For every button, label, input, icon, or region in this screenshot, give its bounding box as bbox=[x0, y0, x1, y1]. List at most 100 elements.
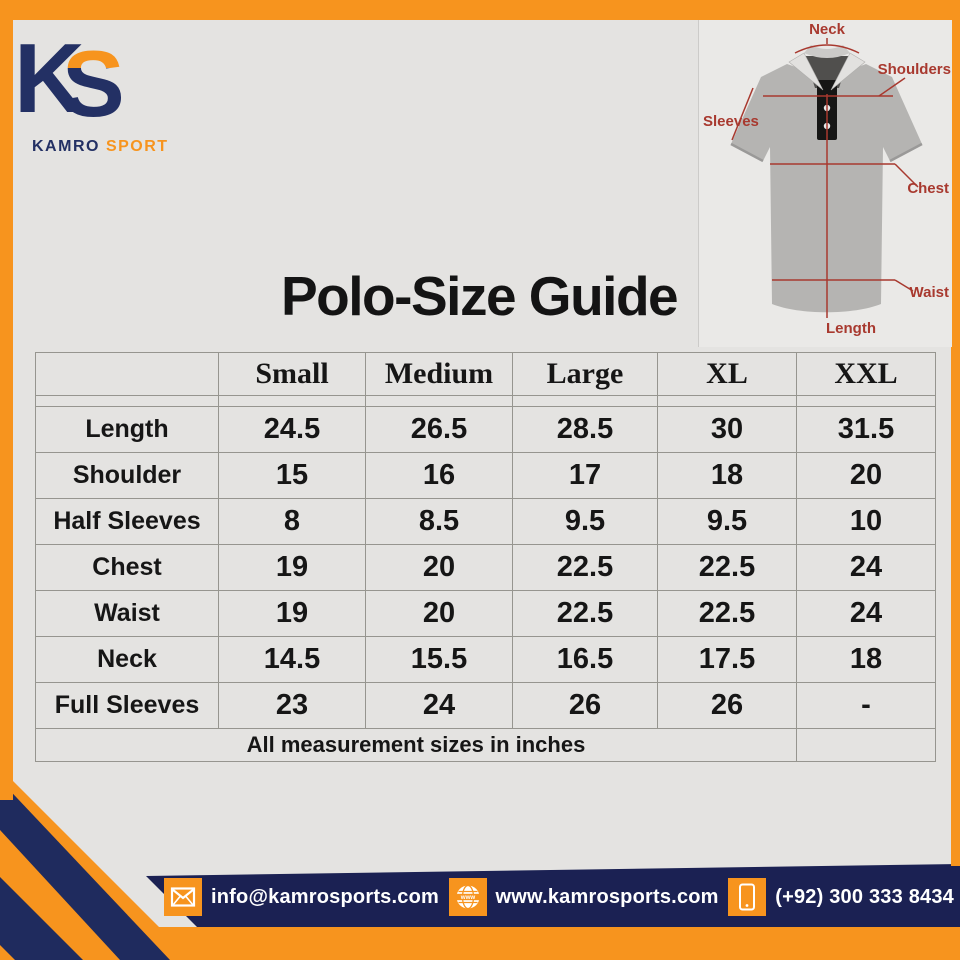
size-value: 8 bbox=[218, 498, 366, 545]
monogram-s-top: S bbox=[62, 31, 125, 130]
monogram-s-bottom: S bbox=[62, 31, 125, 130]
size-value: 24 bbox=[796, 544, 936, 591]
row-label: Half Sleeves bbox=[35, 498, 219, 545]
size-value: 22.5 bbox=[512, 590, 658, 637]
corner-orange-wedge bbox=[0, 768, 192, 960]
column-header-medium: Medium bbox=[365, 352, 513, 396]
top-border bbox=[0, 0, 960, 20]
footer-bar: info@kamrosports.com www www.kamrosports… bbox=[150, 868, 954, 926]
shoulders-connector bbox=[878, 77, 906, 97]
monogram-k: K bbox=[14, 23, 85, 130]
size-value: 20 bbox=[365, 544, 513, 591]
label-length: Length bbox=[826, 320, 876, 337]
size-value: 18 bbox=[796, 636, 936, 683]
left-sleeve-hem bbox=[730, 142, 764, 163]
size-value: 22.5 bbox=[657, 544, 797, 591]
size-value: 19 bbox=[218, 590, 366, 637]
collar-right bbox=[830, 52, 866, 91]
size-value: 30 bbox=[657, 406, 797, 453]
email-icon bbox=[164, 878, 202, 916]
size-value: 20 bbox=[796, 452, 936, 499]
size-value: 24.5 bbox=[218, 406, 366, 453]
size-value: 17.5 bbox=[657, 636, 797, 683]
size-value: 28.5 bbox=[512, 406, 658, 453]
collar-left bbox=[788, 52, 824, 91]
brand-name: KAMRO SPORT bbox=[32, 138, 169, 156]
size-value: 15.5 bbox=[365, 636, 513, 683]
spacer-row bbox=[35, 395, 936, 407]
phone-icon bbox=[728, 878, 767, 916]
size-value: 26.5 bbox=[365, 406, 513, 453]
size-value: 17 bbox=[512, 452, 658, 499]
brand-name-secondary: SPORT bbox=[105, 138, 169, 155]
website-text: www.kamrosports.com bbox=[495, 885, 719, 908]
size-value: 8.5 bbox=[365, 498, 513, 545]
right-border bbox=[951, 20, 960, 866]
row-label: Shoulder bbox=[35, 452, 219, 499]
column-header-small: Small bbox=[218, 352, 366, 396]
page-title: Polo-Size Guide bbox=[281, 265, 679, 327]
brand-logo: K S S KAMRO SPORT bbox=[14, 22, 184, 155]
row-label: Neck bbox=[35, 636, 219, 683]
table-row-waist: Waist 19 20 22.5 22.5 24 bbox=[35, 590, 936, 637]
size-value: 10 bbox=[796, 498, 936, 545]
brand-name-primary: KAMRO bbox=[32, 138, 100, 155]
table-row-shoulder: Shoulder 15 16 17 18 20 bbox=[35, 452, 936, 499]
collar-back bbox=[804, 45, 850, 58]
row-label: Length bbox=[35, 406, 219, 453]
size-value: 15 bbox=[218, 452, 366, 499]
size-value: 24 bbox=[365, 682, 513, 729]
label-chest: Chest bbox=[907, 180, 949, 197]
size-value: 9.5 bbox=[657, 498, 797, 545]
header-row: Small Medium Large XL XXL bbox=[35, 352, 936, 396]
row-label: Waist bbox=[35, 590, 219, 637]
phone-contact: (+92) 300 333 8434 bbox=[728, 878, 954, 916]
email-contact: info@kamrosports.com bbox=[164, 878, 439, 916]
svg-text:www: www bbox=[459, 894, 475, 901]
email-text: info@kamrosports.com bbox=[211, 885, 439, 908]
size-value: 26 bbox=[657, 682, 797, 729]
column-header-xl: XL bbox=[657, 352, 797, 396]
table-row-length: Length 24.5 26.5 28.5 30 31.5 bbox=[35, 406, 936, 453]
table-row-full-sleeves: Full Sleeves 23 24 26 26 - bbox=[35, 682, 936, 729]
chest-connector bbox=[894, 163, 919, 188]
label-neck: Neck bbox=[809, 21, 846, 38]
size-value: 24 bbox=[796, 590, 936, 637]
brand-monogram: K S S bbox=[14, 23, 125, 133]
size-value: 26 bbox=[512, 682, 658, 729]
left-border bbox=[0, 0, 13, 800]
note-row: All measurement sizes in inches bbox=[35, 728, 936, 762]
size-value: 18 bbox=[657, 452, 797, 499]
note-row-empty-cell bbox=[796, 728, 936, 762]
size-table: Small Medium Large XL XXL Length 24.5 26… bbox=[35, 352, 936, 762]
size-value: 23 bbox=[218, 682, 366, 729]
navy-diagonal-stripe-lower bbox=[0, 877, 83, 960]
size-value: 19 bbox=[218, 544, 366, 591]
measurement-note: All measurement sizes in inches bbox=[35, 728, 797, 762]
size-value: 31.5 bbox=[796, 406, 936, 453]
globe-icon: www bbox=[448, 878, 487, 916]
label-sleeves: Sleeves bbox=[703, 113, 759, 130]
row-label: Full Sleeves bbox=[35, 682, 219, 729]
polo-diagram-panel: Neck Shoulders Sleeves Chest Waist Lengt… bbox=[698, 20, 952, 347]
sleeves-line bbox=[731, 87, 754, 141]
waist-connector bbox=[894, 279, 914, 292]
right-sleeve-hem bbox=[889, 142, 923, 163]
size-value: 22.5 bbox=[657, 590, 797, 637]
label-shoulders: Shoulders bbox=[878, 61, 951, 78]
corner-cell bbox=[35, 352, 219, 396]
size-value: - bbox=[796, 682, 936, 729]
column-header-xxl: XXL bbox=[796, 352, 936, 396]
table-row-chest: Chest 19 20 22.5 22.5 24 bbox=[35, 544, 936, 591]
size-value: 16.5 bbox=[512, 636, 658, 683]
website-contact: www www.kamrosports.com bbox=[448, 878, 719, 916]
phone-text: (+92) 300 333 8434 bbox=[775, 885, 954, 908]
size-value: 16 bbox=[365, 452, 513, 499]
neck-brace bbox=[794, 44, 860, 54]
row-label: Chest bbox=[35, 544, 219, 591]
size-value: 20 bbox=[365, 590, 513, 637]
polo-shirt-graphic: Neck Shoulders Sleeves Chest Waist Lengt… bbox=[703, 21, 951, 337]
measurement-lines bbox=[731, 38, 919, 318]
size-value: 22.5 bbox=[512, 544, 658, 591]
